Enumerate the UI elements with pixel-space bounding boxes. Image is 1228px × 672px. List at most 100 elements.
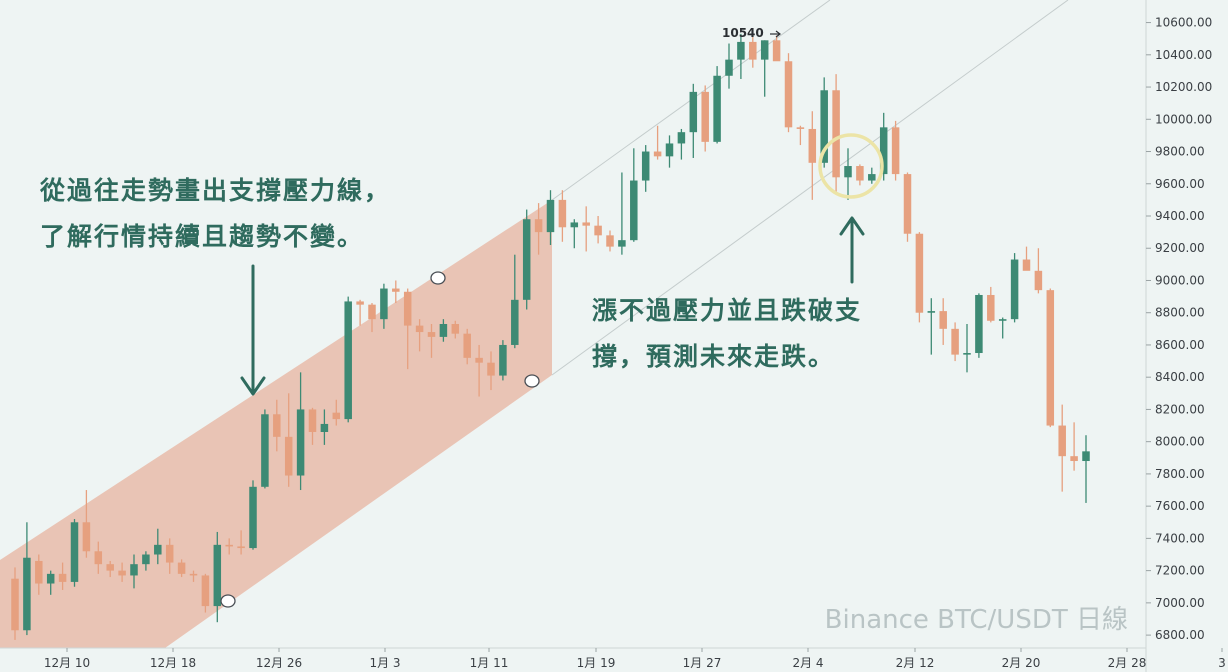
candle-body [46,573,55,584]
candle-body [963,353,971,355]
y-tick-label: 8800.00 [1155,306,1205,320]
y-tick-label: 9800.00 [1155,145,1205,159]
y-tick-label: 7200.00 [1155,564,1205,578]
candle-body [154,544,162,555]
breakdown-highlight-circle [818,133,884,199]
candle-body [82,522,91,552]
x-tick-label: 3 [1218,656,1226,670]
x-tick-label: 2月 4 [792,656,823,670]
candle-body [951,328,959,355]
candle-body [332,412,341,420]
candle-body [35,560,43,584]
chart-watermark: Binance BTC/USDT 日線 [824,605,1128,635]
candle-body [713,75,721,142]
x-tick-label: 12月 18 [150,656,196,670]
y-tick-label: 8000.00 [1155,435,1205,449]
candle-body [808,128,817,163]
x-tick-label: 1月 3 [369,656,400,670]
candle-body [23,557,31,631]
candle-body [225,544,233,547]
candle-body [308,409,317,432]
candle-body [701,91,709,142]
candle-body [249,486,257,549]
candle-body [998,319,1007,321]
y-tick-label: 10600.00 [1155,16,1212,30]
candle-body [879,127,888,175]
candle-body [606,235,614,247]
candle-body [11,578,19,631]
y-tick-label: 7000.00 [1155,596,1205,610]
support-resistance-note: 從過往走勢畫出支撐壓力線， 了解行情持續且趨勢不變。 [40,176,392,251]
y-tick-label: 8200.00 [1155,402,1205,416]
candle-body [832,90,840,178]
candle-body [618,240,626,247]
candle-body [284,436,293,476]
candle-body [1070,456,1078,462]
peak-arrow-head [775,30,781,38]
x-tick-label: 2月 28 [1108,656,1147,670]
candle-body [213,544,222,607]
candle-body [427,332,436,337]
candle-body [320,423,329,432]
candle-body [403,291,412,326]
candle-body [868,174,876,181]
candle-body [273,414,281,437]
candle-body [689,91,698,133]
candle-body [975,294,983,354]
y-tick-label: 10400.00 [1155,48,1212,62]
y-tick-label: 10200.00 [1155,80,1212,94]
candle-body [987,294,995,321]
candle-body [392,288,400,292]
candle-body [106,564,114,571]
peak-price-label: 10540 [722,26,764,40]
candle-body [296,409,305,476]
candle-body [177,562,186,574]
y-tick-label: 7600.00 [1155,499,1205,513]
candle-body [582,222,590,226]
candle-body [475,357,483,363]
candle-body [915,233,924,313]
x-tick-label: 1月 11 [470,656,509,670]
x-tick-label: 1月 19 [577,656,616,670]
y-tick-label: 9600.00 [1155,177,1205,191]
candle-body [772,40,781,62]
candle-body [463,333,471,358]
y-tick-label: 10000.00 [1155,112,1212,126]
candle-body [1082,451,1090,462]
y-tick-label: 9200.00 [1155,241,1205,255]
candle-body [844,166,852,178]
candle-body [927,311,936,313]
candle-body [1010,259,1019,320]
touch-point-marker [220,594,236,608]
candle-body [1022,259,1031,271]
candle-body [344,301,352,420]
candle-body [356,301,364,305]
candle-body [165,544,174,563]
x-tick-label: 2月 12 [896,656,935,670]
candle-body [1034,270,1043,291]
candle-body [903,174,912,234]
candle-body [380,288,388,320]
x-tick-label: 2月 20 [1002,656,1041,670]
candle-body [415,325,424,333]
candle-body [558,199,567,228]
y-tick-label: 8600.00 [1155,338,1205,352]
candle-body [499,344,507,376]
breakdown-prediction-note: 漲不過壓力並且跌破支 撐，預測未來走跌。 [592,296,863,371]
x-tick-label: 1月 27 [683,656,722,670]
x-tick-label: 12月 26 [256,656,302,670]
candle-body [725,59,733,76]
y-tick-label: 7800.00 [1155,467,1205,481]
candle-body [570,222,579,228]
candle-body [653,151,662,157]
candle-body [58,573,67,582]
candle-body [796,127,805,129]
candle-body [594,225,602,236]
candle-body [856,166,864,181]
y-tick-label: 9000.00 [1155,273,1205,287]
y-tick-label: 6800.00 [1155,628,1205,642]
candle-body [641,151,650,181]
candle-body [665,143,674,157]
candle-body [487,362,495,376]
